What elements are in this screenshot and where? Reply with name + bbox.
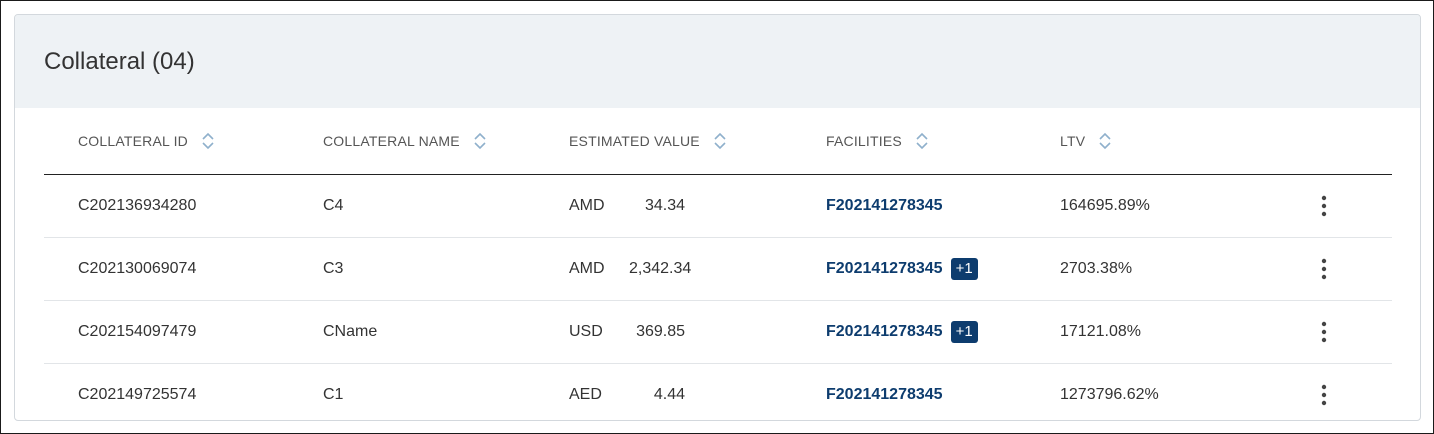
sort-updown-icon[interactable] bbox=[714, 132, 726, 150]
sort-updown-icon[interactable] bbox=[916, 132, 928, 150]
cell-collateral-id: C202154097479 bbox=[78, 323, 197, 340]
kebab-menu-icon[interactable] bbox=[1312, 364, 1336, 420]
cell-estimated-value: AMD 34.34 bbox=[569, 175, 685, 237]
table-row: C202136934280 C4 AMD 34.34 F202141278345… bbox=[44, 175, 1392, 238]
cell-collateral-name: CName bbox=[323, 323, 378, 340]
cell-ltv: 2703.38% bbox=[1060, 260, 1133, 277]
cell-facilities: F202141278345 +1 bbox=[826, 301, 978, 363]
column-header-ltv[interactable]: LTV bbox=[1060, 108, 1111, 174]
sort-updown-icon[interactable] bbox=[202, 132, 214, 150]
currency-code: AMD bbox=[569, 260, 605, 277]
facility-link[interactable]: F202141278345 bbox=[826, 260, 943, 277]
cell-facilities: F202141278345 bbox=[826, 175, 943, 237]
cell-collateral-name: C1 bbox=[323, 386, 344, 403]
cell-facilities: F202141278345 +1 bbox=[826, 238, 978, 300]
column-header-collateral-id[interactable]: COLLATERAL ID bbox=[78, 108, 214, 174]
currency-code: AED bbox=[569, 386, 602, 403]
cell-ltv: 164695.89% bbox=[1060, 197, 1150, 214]
column-header-label: COLLATERAL ID bbox=[78, 133, 188, 149]
column-header-label: FACILITIES bbox=[826, 133, 902, 149]
facility-link[interactable]: F202141278345 bbox=[826, 386, 943, 403]
more-facilities-badge[interactable]: +1 bbox=[950, 258, 978, 280]
column-header-label: COLLATERAL NAME bbox=[323, 133, 460, 149]
sort-updown-icon[interactable] bbox=[1099, 132, 1111, 150]
cell-ltv: 17121.08% bbox=[1060, 323, 1141, 340]
cell-collateral-name: C3 bbox=[323, 260, 344, 277]
currency-code: USD bbox=[569, 323, 603, 340]
cell-ltv: 1273796.62% bbox=[1060, 386, 1159, 403]
column-header-collateral-name[interactable]: COLLATERAL NAME bbox=[323, 108, 486, 174]
column-header-label: ESTIMATED VALUE bbox=[569, 133, 700, 149]
amount-value: 4.44 bbox=[653, 386, 685, 403]
card-header: Collateral (04) bbox=[15, 15, 1420, 108]
table-row: C202154097479 CName USD 369.85 F20214127… bbox=[44, 301, 1392, 364]
amount-value: 369.85 bbox=[636, 323, 685, 340]
card-title: Collateral (04) bbox=[44, 47, 195, 75]
cell-collateral-id: C202149725574 bbox=[78, 386, 197, 403]
sort-updown-icon[interactable] bbox=[474, 132, 486, 150]
cell-collateral-id: C202130069074 bbox=[78, 260, 197, 277]
facility-link[interactable]: F202141278345 bbox=[826, 323, 943, 340]
kebab-menu-icon[interactable] bbox=[1312, 175, 1336, 237]
facility-link[interactable]: F202141278345 bbox=[826, 197, 943, 214]
more-facilities-badge[interactable]: +1 bbox=[950, 321, 978, 343]
cell-estimated-value: AMD 2,342.34 bbox=[569, 238, 692, 300]
cell-collateral-name: C4 bbox=[323, 197, 344, 214]
cell-estimated-value: USD 369.85 bbox=[569, 301, 685, 363]
column-header-estimated-value[interactable]: ESTIMATED VALUE bbox=[569, 108, 726, 174]
collateral-table: COLLATERAL ID COLLATERAL NAME ESTIMATED … bbox=[44, 108, 1392, 420]
column-header-label: LTV bbox=[1060, 133, 1086, 149]
currency-code: AMD bbox=[569, 197, 605, 214]
table-header: COLLATERAL ID COLLATERAL NAME ESTIMATED … bbox=[44, 108, 1392, 175]
amount-value: 2,342.34 bbox=[629, 260, 692, 277]
cell-facilities: F202141278345 bbox=[826, 364, 943, 420]
kebab-menu-icon[interactable] bbox=[1312, 301, 1336, 363]
collateral-card: Collateral (04) COLLATERAL ID COLLATERAL… bbox=[14, 14, 1421, 421]
table-row: C202130069074 C3 AMD 2,342.34 F202141278… bbox=[44, 238, 1392, 301]
amount-value: 34.34 bbox=[644, 197, 685, 214]
kebab-menu-icon[interactable] bbox=[1312, 238, 1336, 300]
column-header-facilities[interactable]: FACILITIES bbox=[826, 108, 928, 174]
cell-collateral-id: C202136934280 bbox=[78, 197, 197, 214]
cell-estimated-value: AED 4.44 bbox=[569, 364, 685, 420]
table-row: C202149725574 C1 AED 4.44 F202141278345 … bbox=[44, 364, 1392, 420]
